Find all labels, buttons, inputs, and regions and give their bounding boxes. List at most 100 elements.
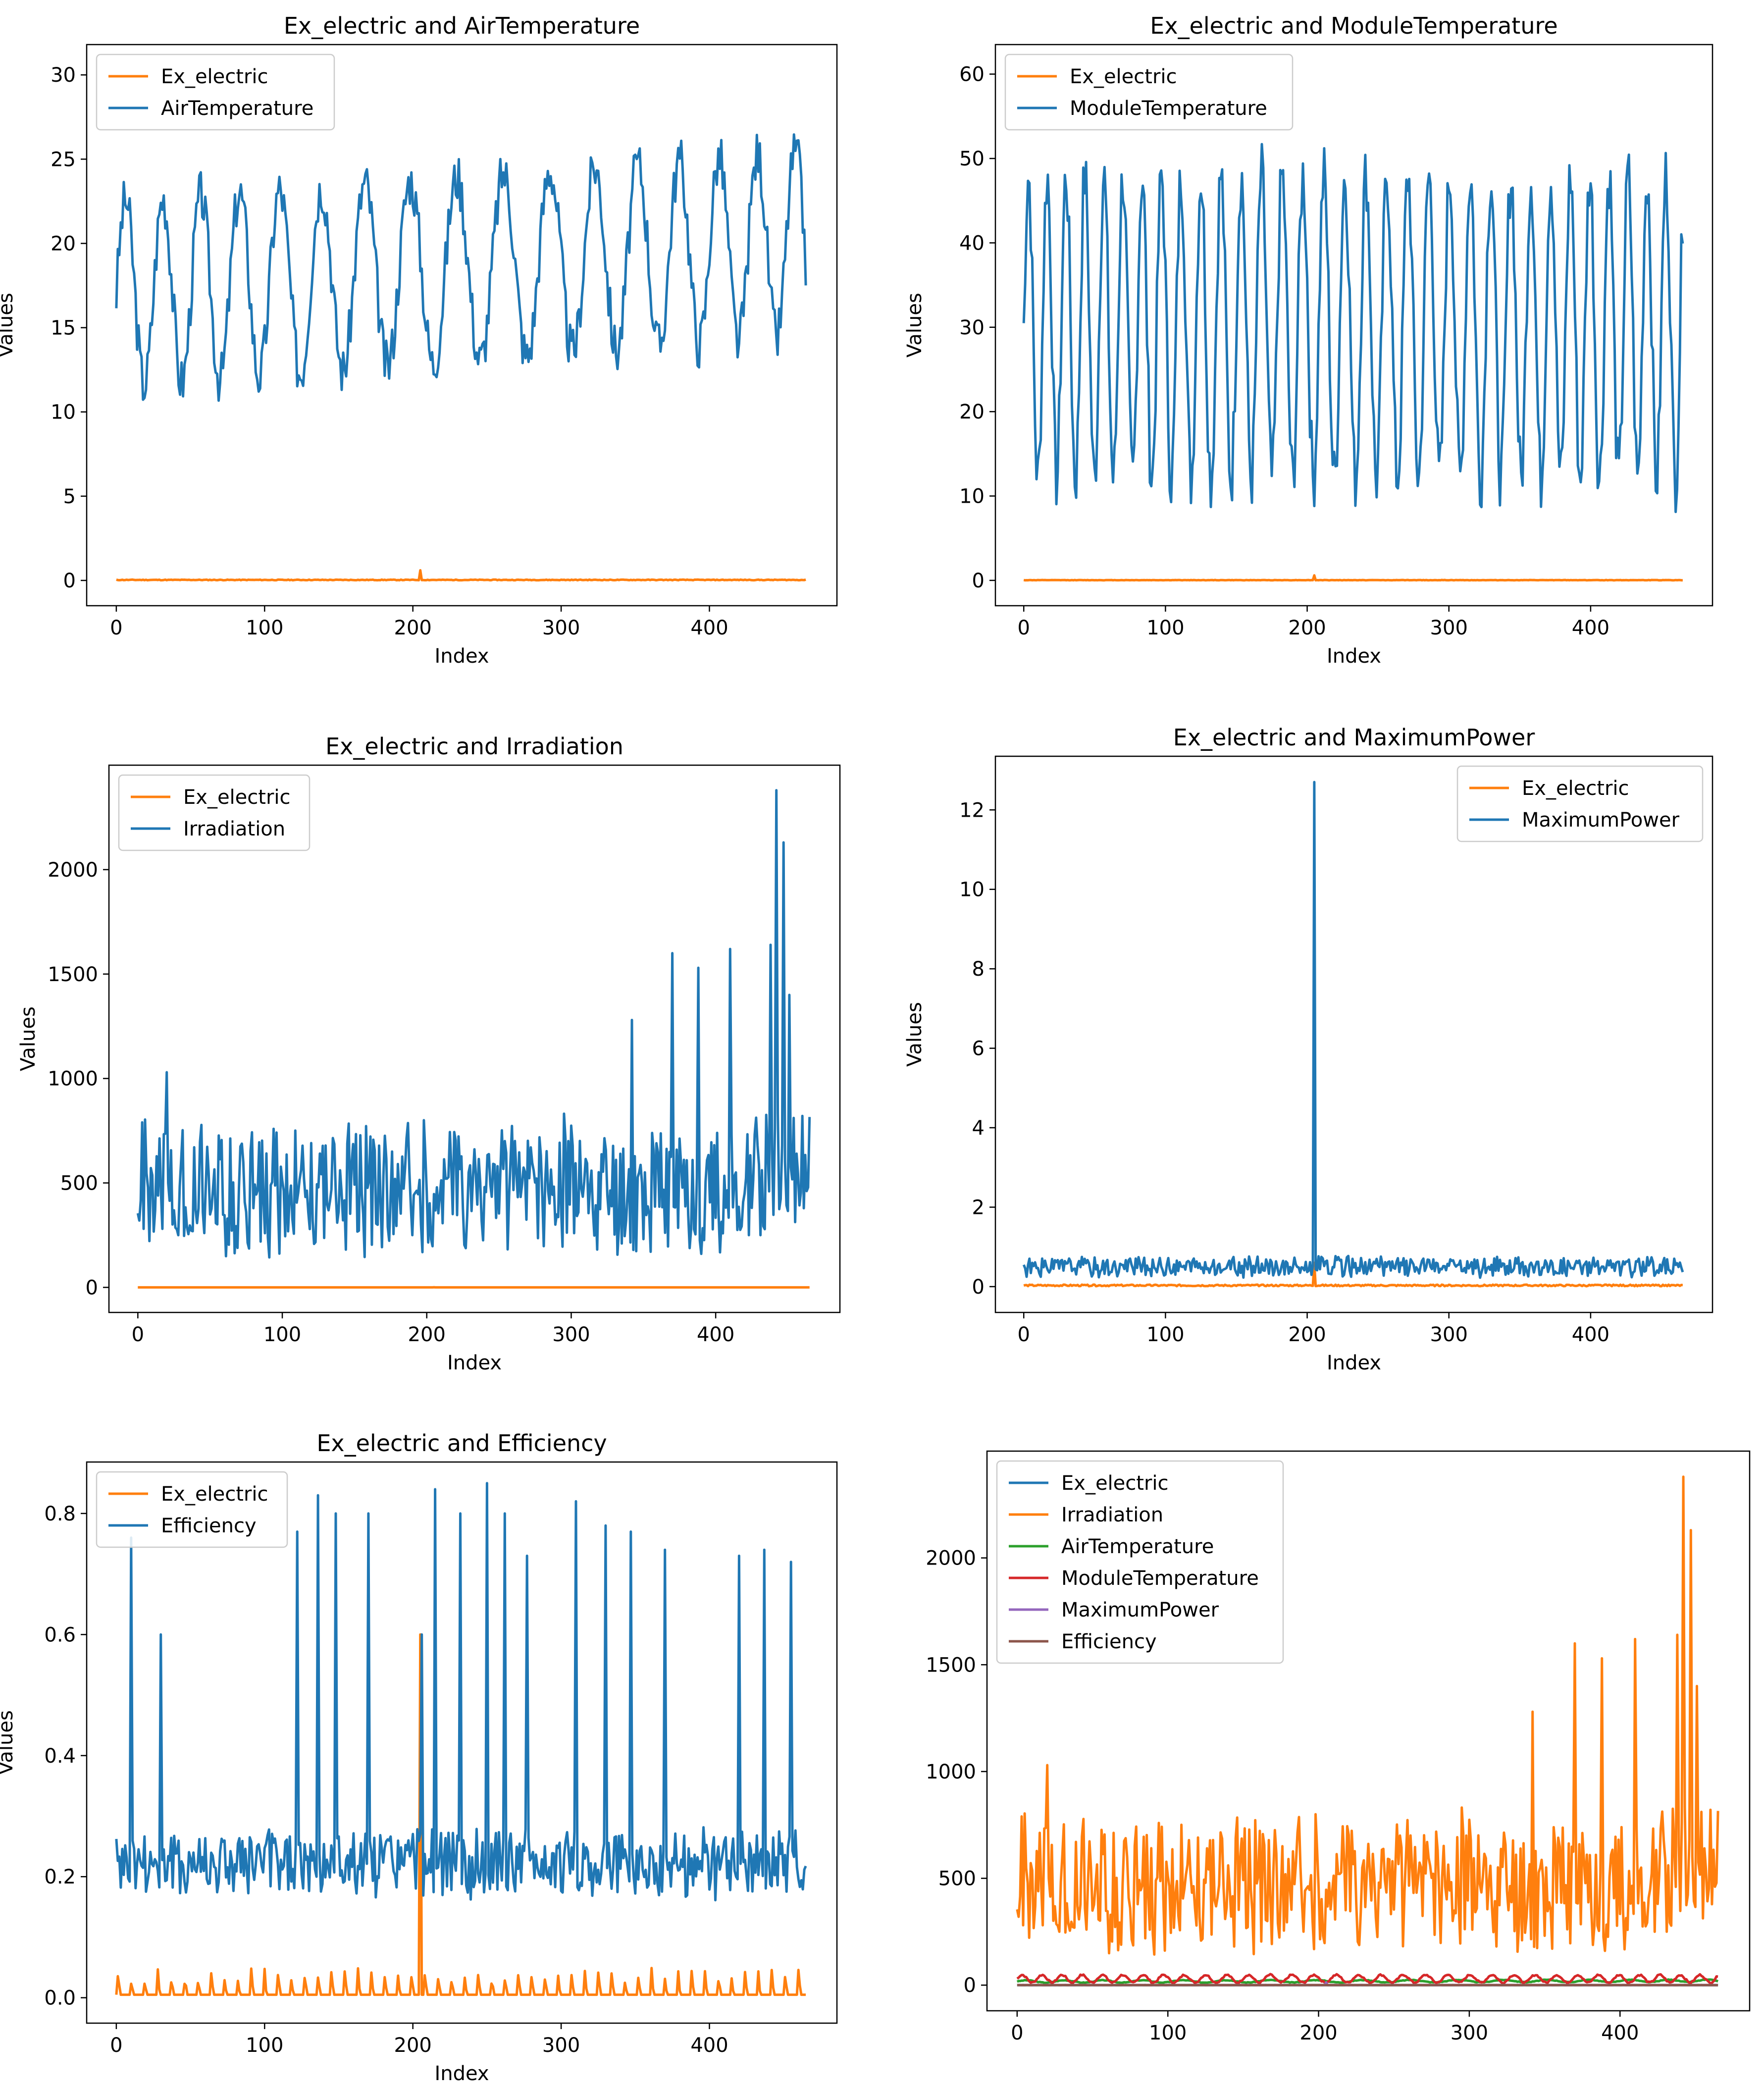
- series-line-maximumpower: [1022, 781, 1684, 1279]
- y-tick-label: 8: [972, 958, 985, 981]
- chart-title: Ex_electric and AirTemperature: [284, 12, 640, 39]
- legend-entry: AirTemperature: [1061, 1535, 1214, 1558]
- legend-entry: MaximumPower: [1522, 809, 1680, 832]
- y-tick-label: 50: [959, 148, 985, 170]
- x-tick-label: 300: [552, 1323, 590, 1346]
- x-tick-label: 0: [132, 1323, 144, 1346]
- y-tick-label: 0.8: [44, 1503, 76, 1525]
- legend-box: [96, 1471, 288, 1548]
- x-tick-label: 400: [1572, 1323, 1609, 1346]
- y-tick-label: 0.0: [44, 1987, 76, 2010]
- plot-frame: [994, 755, 1713, 1313]
- y-tick-label: 500: [938, 1868, 976, 1890]
- legend-box: [118, 774, 311, 851]
- y-tick-label: 0: [63, 570, 76, 592]
- x-tick-label: 200: [394, 2034, 432, 2057]
- chart-title: Ex_electric and ModuleTemperature: [1150, 12, 1557, 39]
- x-tick-label: 300: [1430, 617, 1468, 639]
- chart-panel-3: 0 100 200 300 400 0 500 1000 1500 2000 Ex_electric…: [17, 733, 841, 1374]
- series-line-airtemperature: [115, 133, 807, 402]
- series-line-ex_electric: [1023, 574, 1683, 582]
- y-axis-label: Values: [17, 1006, 40, 1071]
- legend-entry: ModuleTemperature: [1070, 97, 1267, 120]
- series-line-irradiation: [1016, 1475, 1719, 1956]
- x-tick-label: 400: [690, 2034, 728, 2057]
- chart-title: Ex_electric and Efficiency: [316, 1430, 607, 1457]
- y-tick-label: 1000: [926, 1761, 976, 1783]
- x-axis-label: Index: [1327, 1352, 1381, 1374]
- chart-panel-2: 0 100 200 300 400 0 10 20 30 40 50 60 Ex_electric an…: [903, 12, 1713, 668]
- chart-panel-1: 0 100 200 300 400 0 5 10 15 20 25 30 Ex_electric and…: [0, 12, 838, 668]
- x-tick-label: 100: [1149, 2022, 1187, 2044]
- legend: Ex_electric Irradiation AirTemperature Modu…: [996, 1460, 1284, 1664]
- y-tick-label: 0: [972, 1276, 985, 1299]
- y-tick-label: 40: [959, 232, 985, 255]
- legend-box: [1004, 53, 1294, 131]
- legend: Ex_electric ModuleTemperature: [1004, 53, 1294, 131]
- y-tick-label: 1500: [48, 963, 98, 986]
- chart-panel-6: 0 100 200 300 400 0 500 1000 1500 2000 Ex_electric…: [926, 1450, 1751, 2044]
- y-tick-label: 500: [60, 1172, 98, 1195]
- series-line-ex_electric: [1023, 1261, 1683, 1288]
- series-line-efficiency: [115, 1482, 807, 1902]
- y-tick-label: 0.4: [44, 1745, 76, 1768]
- y-tick-label: 15: [51, 317, 76, 340]
- legend-entry: Irradiation: [183, 818, 285, 840]
- x-tick-label: 100: [246, 2034, 283, 2057]
- y-tick-label: 30: [51, 64, 76, 87]
- y-tick-label: 25: [51, 148, 76, 171]
- x-tick-label: 0: [110, 2034, 122, 2057]
- y-tick-label: 0: [972, 570, 985, 592]
- y-axis-label: Values: [903, 293, 926, 358]
- y-tick-label: 12: [959, 799, 985, 822]
- x-tick-label: 300: [1451, 2022, 1488, 2044]
- legend-entry: Efficiency: [161, 1515, 257, 1537]
- legend-entry: AirTemperature: [161, 97, 313, 120]
- x-tick-label: 100: [1146, 617, 1184, 639]
- series-line-irradiation: [136, 789, 811, 1259]
- legend-entry: Efficiency: [1061, 1630, 1157, 1653]
- y-tick-label: 1500: [926, 1654, 976, 1676]
- legend-box: [96, 53, 335, 131]
- x-tick-label: 200: [1299, 2022, 1337, 2044]
- y-tick-label: 10: [959, 485, 985, 508]
- legend-entry: Ex_electric: [1070, 65, 1177, 88]
- series-line-moduletemperature: [1016, 1973, 1718, 1985]
- legend-entry: Ex_electric: [161, 65, 268, 88]
- series-line-moduletemperature: [1022, 143, 1684, 514]
- x-axis-label: Index: [1327, 645, 1381, 668]
- chart-title: Ex_electric and Irradiation: [325, 733, 623, 760]
- y-tick-label: 6: [972, 1038, 985, 1060]
- y-tick-label: 20: [959, 401, 985, 423]
- y-tick-label: 4: [972, 1117, 985, 1140]
- y-tick-label: 5: [63, 485, 76, 508]
- legend-entry: MaximumPower: [1061, 1599, 1219, 1621]
- y-axis-label: Values: [903, 1002, 926, 1067]
- y-tick-label: 2000: [926, 1547, 976, 1570]
- x-tick-label: 0: [1011, 2022, 1023, 2044]
- legend-entry: Irradiation: [1061, 1504, 1163, 1526]
- x-tick-label: 400: [697, 1323, 734, 1346]
- legend-entry: ModuleTemperature: [1061, 1567, 1259, 1590]
- x-tick-label: 100: [246, 617, 283, 639]
- y-tick-label: 2000: [48, 859, 98, 882]
- x-tick-label: 0: [1018, 1323, 1030, 1346]
- y-tick-label: 2: [972, 1196, 985, 1219]
- legend-box: [996, 1460, 1284, 1664]
- x-tick-label: 0: [110, 617, 122, 639]
- x-tick-label: 0: [1018, 617, 1030, 639]
- x-tick-label: 300: [542, 617, 580, 639]
- legend-entry: Ex_electric: [1061, 1472, 1169, 1495]
- y-tick-label: 1000: [48, 1068, 98, 1091]
- x-tick-label: 200: [1288, 617, 1326, 639]
- series-line-ex_electric: [116, 569, 806, 582]
- chart-title: Ex_electric and MaximumPower: [1173, 724, 1535, 751]
- x-tick-label: 400: [1572, 617, 1609, 639]
- x-tick-label: 400: [690, 617, 728, 639]
- plot-frame: [86, 44, 838, 607]
- x-axis-label: Index: [447, 1352, 502, 1374]
- y-tick-label: 0.2: [44, 1866, 76, 1888]
- x-tick-label: 100: [1146, 1323, 1184, 1346]
- legend-entry: Ex_electric: [183, 786, 291, 809]
